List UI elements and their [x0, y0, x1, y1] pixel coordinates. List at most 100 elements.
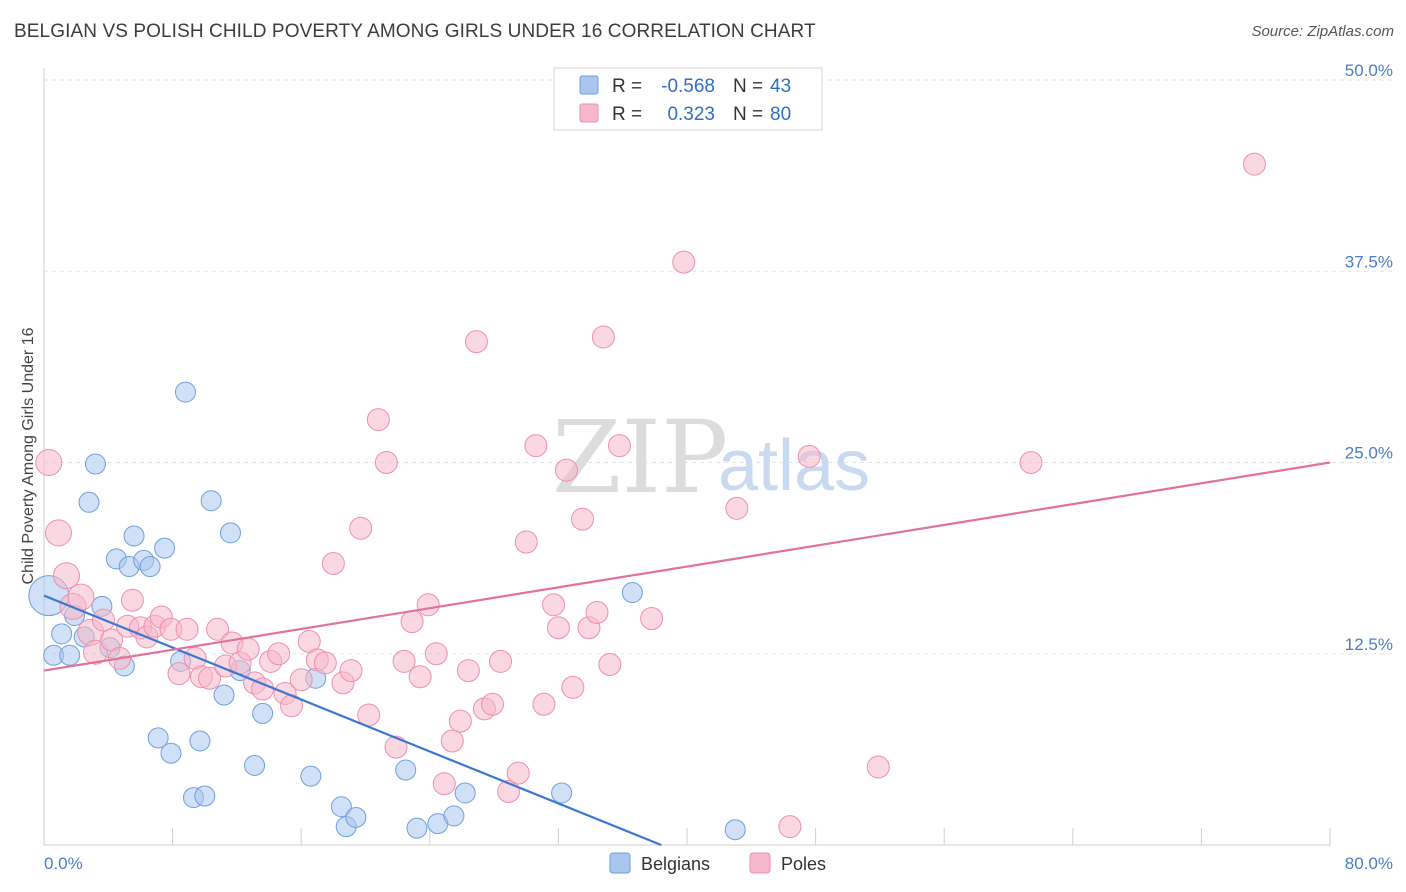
poles-point — [725, 496, 749, 520]
poles-point — [384, 735, 408, 759]
poles-point — [514, 530, 538, 554]
source-label: Source: ZipAtlas.com — [1251, 23, 1394, 40]
poles-point — [416, 593, 440, 617]
belgians-point — [160, 742, 182, 764]
poles-trend-line — [43, 461, 1331, 672]
legend-n-label: N = — [733, 76, 763, 97]
belgians-point — [252, 702, 274, 724]
poles-point — [506, 761, 530, 785]
poles-point — [366, 408, 390, 432]
bottom-legend-swatch-poles — [749, 852, 771, 874]
belgians-point — [244, 754, 266, 776]
belgians-point — [219, 522, 241, 544]
poles-point — [532, 692, 556, 716]
poles-point — [35, 449, 63, 476]
poles-point — [313, 651, 337, 675]
legend-n-value-belgians: 43 — [770, 76, 791, 97]
belgians-point — [139, 556, 161, 578]
legend-swatch-belgians — [579, 75, 599, 95]
poles-point — [53, 562, 81, 590]
poles-point — [1019, 451, 1043, 474]
trend-lines — [43, 461, 1331, 847]
belgians-point — [147, 727, 169, 749]
legend-r-label: R = — [612, 76, 642, 97]
poles-point — [571, 507, 595, 531]
belgians-point — [443, 805, 465, 827]
belgians-point — [194, 785, 216, 807]
grid-lines — [44, 79, 1393, 655]
y-tick-label: 25.0% — [1345, 444, 1393, 463]
bottom-legend-label-poles: Poles — [781, 854, 826, 874]
bottom-legend-swatch-belgians — [609, 852, 631, 874]
poles-point — [778, 815, 802, 839]
legend-n-label: N = — [733, 104, 763, 125]
belgians-point — [621, 582, 643, 604]
poles-point — [591, 325, 615, 349]
poles-point — [175, 617, 199, 641]
legend-n-value-poles: 80 — [770, 104, 791, 125]
poles-point — [392, 649, 416, 673]
belgians-trend-line — [43, 594, 662, 847]
legend-r-label: R = — [612, 104, 642, 125]
poles-point — [554, 458, 578, 482]
poles-point — [464, 330, 488, 354]
y-axis-label: Child Poverty Among Girls Under 16 — [20, 327, 37, 584]
watermark: ZIP atlas — [552, 399, 870, 516]
belgians-point — [551, 782, 573, 804]
poles-point — [797, 444, 821, 468]
poles-point — [542, 593, 566, 617]
belgians-point — [154, 537, 176, 559]
poles-point — [866, 755, 890, 779]
poles-point — [339, 659, 363, 683]
poles-point — [349, 516, 373, 540]
legend-box: R = -0.568 N = 43 R = 0.323 N = 80 — [553, 67, 823, 131]
poles-point — [607, 434, 631, 458]
legend-r-value-belgians: -0.568 — [661, 76, 715, 97]
poles-point — [408, 665, 432, 689]
belgians-point — [59, 644, 81, 666]
bottom-legend: Belgians Poles — [609, 852, 826, 874]
poles-point — [374, 451, 398, 474]
belgians-point — [345, 806, 367, 828]
poles-point — [489, 649, 513, 673]
poles-point — [448, 709, 472, 733]
poles-point — [598, 652, 622, 676]
poles-point — [267, 642, 291, 666]
belgians-point — [51, 623, 73, 645]
belgians-point — [189, 730, 211, 752]
poles-point — [524, 434, 548, 458]
legend-swatch-poles — [579, 103, 599, 123]
belgians-point — [213, 684, 235, 706]
poles-point — [1242, 152, 1266, 176]
belgians-point — [330, 796, 352, 818]
y-tick-label: 50.0% — [1345, 61, 1393, 80]
bottom-legend-label-belgians: Belgians — [641, 854, 710, 874]
x-tick-label-max: 80.0% — [1345, 854, 1393, 873]
poles-point — [400, 610, 424, 634]
belgians-point — [724, 819, 746, 841]
poles-point — [289, 668, 313, 692]
y-axis-tick-labels: 12.5% 25.0% 37.5% 50.0% — [1345, 61, 1393, 654]
poles-point — [480, 692, 504, 716]
belgians-point — [84, 453, 106, 475]
poles-point — [321, 551, 345, 575]
belgians-point — [123, 525, 145, 547]
chart-title: BELGIAN VS POLISH CHILD POVERTY AMONG GI… — [14, 21, 816, 42]
poles-point — [44, 519, 72, 547]
series-poles-points — [35, 152, 1266, 839]
poles-point — [236, 637, 260, 661]
belgians-point — [406, 817, 428, 839]
legend-r-value-poles: 0.323 — [667, 104, 715, 125]
poles-point — [640, 607, 664, 631]
poles-point — [585, 600, 609, 624]
y-tick-label: 12.5% — [1345, 635, 1393, 654]
poles-point — [82, 639, 108, 665]
poles-point — [120, 588, 144, 612]
poles-point — [672, 250, 696, 274]
poles-point — [546, 616, 570, 640]
belgians-point — [78, 491, 100, 513]
poles-point — [561, 675, 585, 699]
y-tick-label: 37.5% — [1345, 252, 1393, 271]
belgians-point — [174, 381, 196, 403]
x-axis-ticks — [172, 828, 1331, 845]
